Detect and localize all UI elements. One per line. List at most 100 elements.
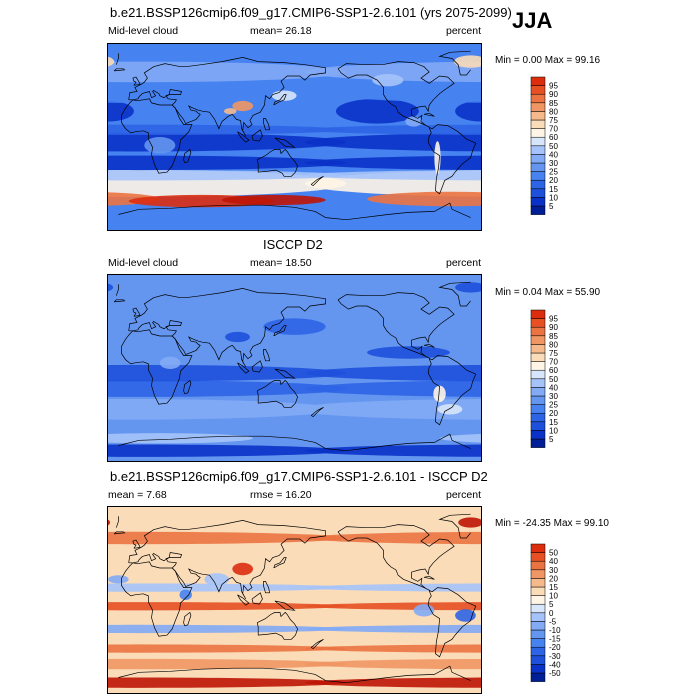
panel1-colorbar-swatch [530,171,546,181]
panel3-map-coastline [118,665,471,684]
panel3-colorbar-tick-label: -10 [549,626,561,635]
panel2-map-coastline [337,292,455,360]
panel3-map-field-region [304,602,481,611]
panel2-map-field-region [433,385,446,403]
panel2-map-coastline [237,362,250,374]
panel2-map-field-region [108,399,336,420]
panel2-colorbar-tick-label: 30 [549,392,558,401]
panel3-units: percent [446,489,482,501]
panel2-map-coastline [274,368,296,379]
panel3-map [107,506,482,694]
panel1-colorbar-tick-label: 50 [549,142,558,151]
panel1-map [107,43,482,231]
panel2-map-coastline [115,281,471,307]
panel1-map-field-region [304,61,481,83]
panel3-map-field-region [455,609,476,622]
panel3-map-coastline [263,581,271,594]
panel2-colorbar-swatch [530,352,546,362]
panel1-map-coastline [113,68,126,72]
panel3-map-field-region [108,677,347,688]
panel1-map-coastline [337,61,455,129]
panel3-map-coastline [423,575,435,580]
panel3-colorbar-swatch [530,638,546,648]
panel2-map-field-region [367,346,450,359]
panel1-mean: mean= 26.18 [250,25,312,37]
panel1-colorbar-swatch [530,102,546,112]
panel2-colorbar-swatch [530,387,546,397]
panel1-colorbar-tick-label: 10 [549,193,558,202]
panel2-map-coastline [423,343,435,348]
panel3-colorbar-tick-label: -15 [549,635,561,644]
panel2-colorbar-tick-label: 95 [549,315,558,324]
panel1-title: b.e21.BSSP126cmip6.f09_g17.CMIP6-SSP1-2.… [110,5,512,20]
panel2-map-field-region [439,433,481,443]
panel1-minmax: Min = 0.00 Max = 99.16 [495,55,601,66]
panel1-colorbar-swatch [530,119,546,129]
panel3-colorbar-tick-label: 20 [549,574,558,583]
panel2-colorbar-swatch [530,378,546,388]
panel3-colorbar-swatch [530,629,546,639]
panel2-colorbar-swatch [530,309,546,319]
panel1-map-coastline [128,57,326,137]
panel2-colorbar-swatch [530,369,546,380]
panel3-colorbar-tick-label: 30 [549,566,558,575]
panel2-map-field-region [108,283,114,292]
panel2-colorbar-tick-label: 25 [549,401,558,410]
panel3-colorbar-swatch [530,612,546,622]
panel2-map-coastline [118,433,471,452]
panel3-rmse: rmse = 16.20 [250,489,312,501]
panel3-colorbar-swatch [530,569,546,579]
panel1-colorbar-swatch [530,136,546,147]
panel3-map-field-region [304,624,481,634]
panel3-colorbar-swatch [530,586,546,596]
panel2-colorbar-swatch [530,412,546,423]
panel2-colorbar-tick-label: 80 [549,340,558,349]
panel3-colorbar-tick-label: -50 [549,669,561,678]
panel1-map-field-region [367,191,481,207]
panel3-map-coastline [132,539,141,549]
panel1-map-field-region [108,170,347,181]
panel2-colorbar-swatch [530,361,546,371]
panel3-map-coastline [256,611,298,640]
panel3-colorbar-tick-label: 5 [549,600,554,609]
panel3-map-coastline [113,531,126,535]
panel2-minmax: Min = 0.04 Max = 55.90 [495,287,601,298]
panel3-map-field-region [108,658,347,670]
panel3-map-field-region [304,583,481,592]
panel1-variable-label: Mid-level cloud [108,25,179,37]
panel1-map-coastline [274,137,296,148]
panel2-map-field-region [108,380,347,397]
panel1-colorbar-tick-label: 80 [549,107,558,116]
panel3-map-coastline [274,600,296,611]
panel2-title: ISCCP D2 [263,237,323,252]
panel3-map-field-region [179,589,192,600]
panel1-colorbar-tick-label: 85 [549,99,558,108]
panel2-colorbar-swatch [530,335,546,345]
panel3-map-coastline [427,587,477,658]
panel3-map-field-region [108,519,111,526]
panel3-map-coastline [251,592,263,605]
panel1-map-coastline [183,148,192,164]
panel3-colorbar-swatch [530,560,546,571]
panel3-colorbar-tick-label: 10 [549,592,558,601]
panel1-colorbar-tick-label: 70 [549,125,558,134]
panel3-colorbar-swatch [530,664,546,674]
panel2-map-coastline [113,299,126,303]
panel1-map-field-region [108,124,347,135]
panel2-map-field-region [225,331,250,343]
panel1-map-coastline [427,124,477,195]
panel3-map-field-region [304,658,481,670]
panel1-colorbar-swatch [530,188,546,198]
panel2-colorbar-swatch [530,344,546,354]
panel3-colorbar-swatch [530,595,546,605]
panel1-colorbar-tick-label: 5 [549,202,554,211]
panel3-map-coastline [310,638,324,650]
panel2-colorbar-tick-label: 70 [549,358,558,367]
panel3-colorbar-swatch [530,646,546,657]
panel1-colorbar-swatch [530,179,546,190]
panel2-colorbar-tick-label: 90 [549,323,558,332]
panel1-map-coastline [132,76,141,86]
panel1-colorbar-swatch [530,93,546,104]
panel2-colorbar: 5 10 15 20 25 30 40 50 60 70 75 80 85 90 95 [530,309,591,452]
panel3-colorbar-tick-label: 0 [549,609,554,618]
